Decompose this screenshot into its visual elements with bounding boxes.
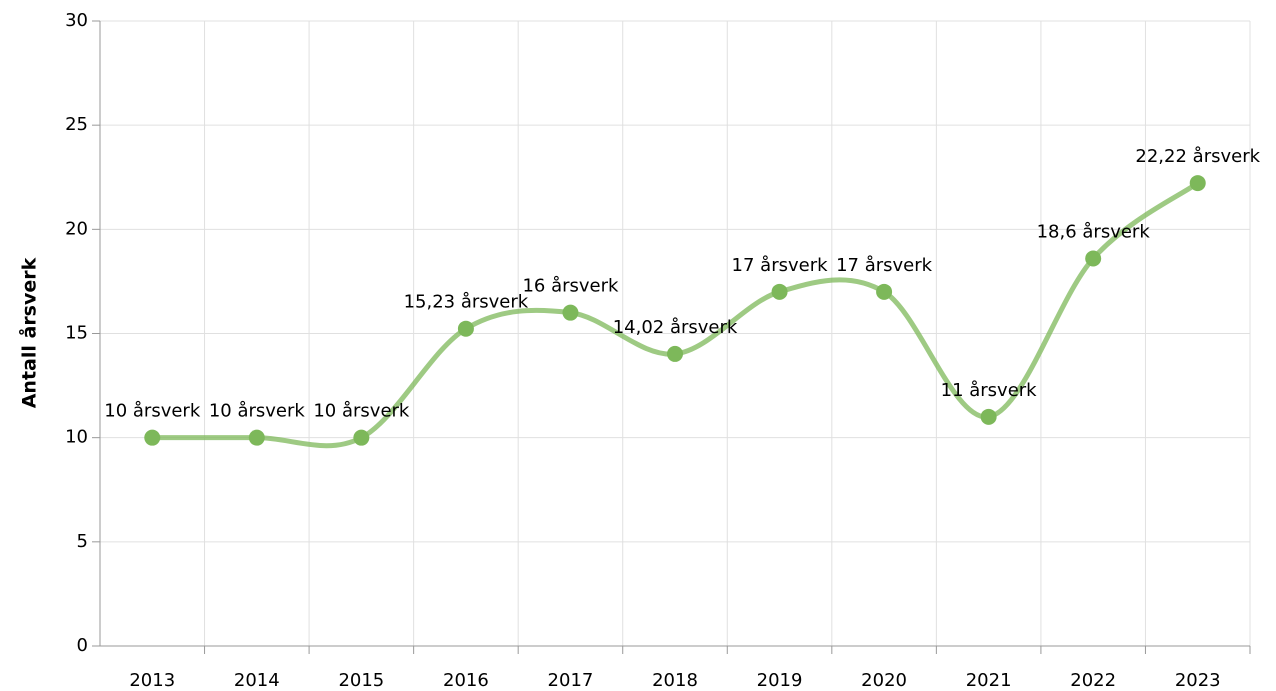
y-tick-label: 25: [65, 114, 88, 135]
point: [980, 408, 997, 425]
data-label: 15,23 årsverk: [404, 292, 529, 313]
data-label: 17 årsverk: [732, 255, 829, 276]
x-tick-label: 2015: [338, 670, 384, 691]
x-tick-label: 2021: [966, 670, 1012, 691]
data-label: 18,6 årsverk: [1037, 222, 1151, 243]
y-tick-label: 0: [77, 635, 88, 656]
data-label: 10 årsverk: [313, 401, 410, 422]
point: [1085, 250, 1102, 267]
x-tick-label: 2018: [652, 670, 698, 691]
x-tick-label: 2019: [757, 670, 803, 691]
data-label: 10 årsverk: [104, 401, 201, 422]
point: [1189, 175, 1206, 192]
point: [457, 320, 474, 337]
point: [353, 429, 370, 446]
point: [144, 429, 161, 446]
point: [771, 283, 788, 300]
point: [876, 283, 893, 300]
data-label: 16 årsverk: [522, 276, 619, 297]
point: [562, 304, 579, 321]
data-label: 10 årsverk: [209, 401, 306, 422]
x-tick-label: 2016: [443, 670, 489, 691]
point: [248, 429, 265, 446]
y-tick-label: 10: [65, 427, 88, 448]
data-label: 14,02 årsverk: [613, 317, 738, 338]
data-label: 22,22 årsverk: [1135, 146, 1260, 167]
x-tick-label: 2013: [129, 670, 175, 691]
y-tick-label: 20: [65, 218, 88, 239]
point: [667, 345, 683, 362]
y-tick-label: 5: [77, 531, 88, 552]
x-tick-label: 2022: [1070, 670, 1116, 691]
line: [149, 180, 1201, 449]
y-tick-label: 30: [65, 10, 88, 31]
x-tick-label: 2017: [548, 670, 594, 691]
x-tick-label: 2020: [861, 670, 907, 691]
x-tick-label: 2023: [1175, 670, 1221, 691]
data-label: 11 årsverk: [941, 380, 1038, 401]
y-axis-label: Antall årsverk: [17, 257, 41, 408]
x-tick-label: 2014: [234, 670, 280, 691]
y-tick-label: 15: [65, 323, 88, 344]
data-label: 17 årsverk: [836, 255, 933, 276]
